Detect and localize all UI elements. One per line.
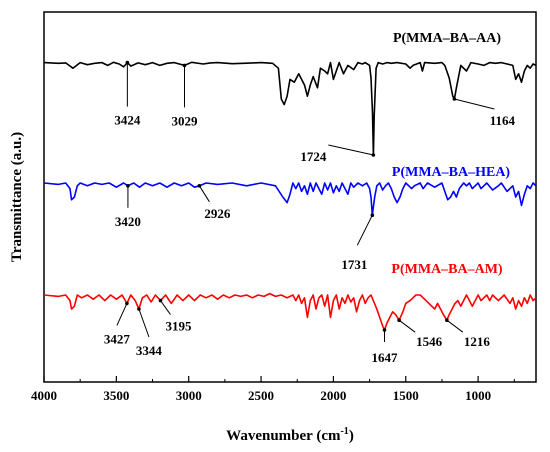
annotation-leader xyxy=(328,144,374,156)
annotation-label: 3344 xyxy=(136,343,163,358)
annotation-arrowhead xyxy=(370,213,375,217)
annotation-arrowhead xyxy=(125,301,129,306)
annotation-arrowhead xyxy=(197,184,202,188)
annotation-label: 1164 xyxy=(490,113,516,128)
annotation-arrowhead xyxy=(125,60,130,65)
annotation-label: 2926 xyxy=(204,206,231,221)
plot-frame xyxy=(43,11,537,383)
x-tick-label: 4000 xyxy=(31,388,57,403)
x-axis-label: Wavenumber (cm-1) xyxy=(226,426,354,444)
x-tick-label: 2500 xyxy=(248,388,274,403)
annotation-leader xyxy=(160,300,171,315)
annotation-label: 1216 xyxy=(464,334,491,349)
annotation-label: 1647 xyxy=(371,350,398,365)
annotation-leader xyxy=(116,303,128,326)
series-label-3: P(MMA–BA–AM) xyxy=(391,262,503,277)
peak-annotations: 3424 3029 1724 1164 3420 2926 1731 3427 33443195… xyxy=(104,60,516,365)
x-tick-label: 3500 xyxy=(103,388,129,403)
series-line-2 xyxy=(43,182,537,216)
annotation-leader xyxy=(138,308,150,338)
annotation-label: 3424 xyxy=(114,113,141,128)
annotation-arrowhead xyxy=(158,298,163,303)
annotation-arrowhead xyxy=(126,184,130,188)
annotation-label: 3029 xyxy=(172,113,199,128)
annotation-arrowhead xyxy=(182,63,187,68)
annotation-leader xyxy=(398,319,416,333)
x-axis-ticks: 4000 3500 3000 2500 2000 1500 1000 xyxy=(31,376,515,403)
annotation-arrowhead xyxy=(382,328,387,332)
series-labels: P(MMA–BA–AA) P(MMA–BA–HEA) P(MMA–BA–AM) xyxy=(391,31,510,277)
annotation-label: 3427 xyxy=(104,331,131,346)
annotation-arrowhead xyxy=(397,318,401,323)
annotation-arrowhead xyxy=(445,318,449,323)
x-tick-label: 3000 xyxy=(176,388,202,403)
annotation-arrowhead xyxy=(371,153,376,157)
annotation-label: 1546 xyxy=(416,334,443,349)
series-line-3 xyxy=(43,292,537,331)
x-tick-label: 2000 xyxy=(320,388,346,403)
annotation-label: 1724 xyxy=(300,149,327,164)
annotation-label: 3420 xyxy=(115,214,141,229)
annotation-label: 3195 xyxy=(165,319,192,334)
annotation-leader xyxy=(446,319,464,333)
y-axis-label: Transmittance (a.u.) xyxy=(9,132,25,262)
series-label-2: P(MMA–BA–HEA) xyxy=(392,165,511,180)
x-tick-label: 1000 xyxy=(465,388,491,403)
annotation-leader xyxy=(356,214,373,246)
series-line-1 xyxy=(43,61,537,156)
annotation-arrowhead xyxy=(452,97,457,101)
annotation-label: 1731 xyxy=(341,257,367,272)
annotation-leader xyxy=(454,98,495,110)
series-label-1: P(MMA–BA–AA) xyxy=(393,31,501,46)
series-layer xyxy=(43,61,537,331)
x-tick-label: 1500 xyxy=(393,388,419,403)
annotation-arrowhead xyxy=(137,307,141,311)
annotation-leader xyxy=(198,185,210,203)
